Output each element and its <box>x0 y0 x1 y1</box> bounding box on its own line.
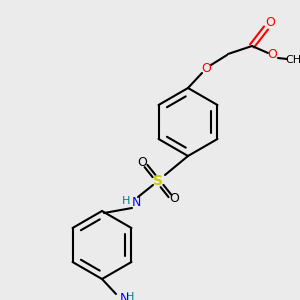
Text: S: S <box>153 174 163 188</box>
Text: O: O <box>267 49 277 62</box>
Text: H: H <box>126 292 134 300</box>
Text: O: O <box>169 193 179 206</box>
Text: O: O <box>137 157 147 169</box>
Text: O: O <box>201 61 211 74</box>
Text: CH₃: CH₃ <box>286 55 300 65</box>
Text: H: H <box>122 196 130 206</box>
Text: O: O <box>265 16 275 28</box>
Text: N: N <box>119 292 129 300</box>
Text: N: N <box>131 196 141 209</box>
